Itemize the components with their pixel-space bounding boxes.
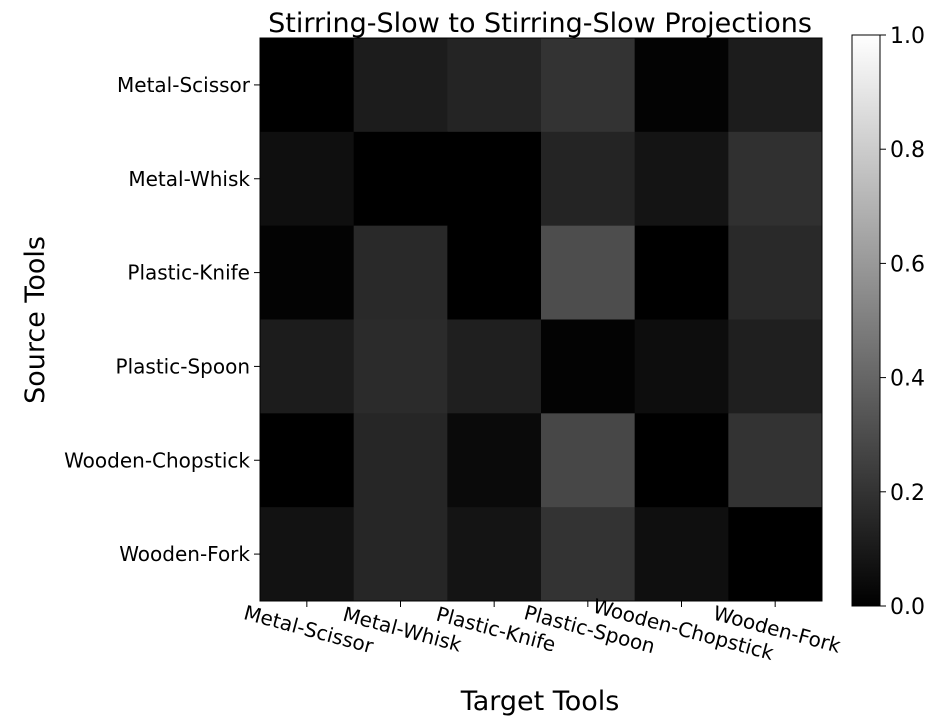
heatmap-cell xyxy=(260,225,355,320)
heatmap-cell xyxy=(541,131,636,227)
heatmap-cell xyxy=(728,319,823,414)
colorbar-tick-label: 0.0 xyxy=(890,595,925,620)
heatmap-cell xyxy=(728,413,823,508)
y-axis-label: Source Tools xyxy=(20,236,51,404)
colorbar-tick-label: 1.0 xyxy=(890,24,925,49)
y-tick-label: Wooden-Fork xyxy=(119,542,250,566)
heatmap-cell xyxy=(260,131,355,227)
heatmap-cell xyxy=(728,225,823,320)
heatmap-cell xyxy=(634,225,729,320)
heatmap-cell xyxy=(447,225,542,320)
heatmap-cell xyxy=(353,507,448,602)
heatmap-cell xyxy=(447,413,542,508)
colorbar-tick-label: 0.2 xyxy=(890,481,925,506)
heatmap-cell xyxy=(634,413,729,508)
heatmap-cell xyxy=(634,38,729,133)
heatmap-cell xyxy=(353,225,448,320)
x-axis-ticks: Metal-ScissorMetal-WhiskPlastic-KnifePla… xyxy=(241,594,843,665)
heatmap-cell xyxy=(447,507,542,602)
y-tick-label: Plastic-Spoon xyxy=(116,354,250,378)
heatmap-cell xyxy=(447,38,542,133)
heatmap-cells xyxy=(260,38,823,602)
colorbar xyxy=(851,34,881,607)
heatmap-cell xyxy=(353,131,448,227)
y-tick-label: Plastic-Knife xyxy=(127,261,250,285)
heatmap-cell xyxy=(260,38,355,133)
y-tick-label: Metal-Scissor xyxy=(117,73,251,97)
heatmap-cell xyxy=(260,413,355,508)
heatmap-cell xyxy=(447,319,542,414)
colorbar-tick-label: 0.6 xyxy=(890,252,925,277)
heatmap-cell xyxy=(541,413,636,508)
heatmap-cell xyxy=(353,413,448,508)
heatmap-cell xyxy=(541,319,636,414)
y-axis-ticks: Metal-Scissor Metal-Whisk Plastic-Knife Pla… xyxy=(64,73,260,566)
plot-frame xyxy=(259,37,823,602)
y-tick-label: Metal-Whisk xyxy=(128,167,250,191)
chart-title: Stirring-Slow to Stirring-Slow Projectio… xyxy=(268,8,812,39)
colorbar-tick-label: 0.4 xyxy=(890,367,925,392)
heatmap-cell xyxy=(728,507,823,602)
x-axis-label: Target Tools xyxy=(460,686,620,717)
colorbar-tick-label: 0.8 xyxy=(890,138,925,163)
heatmap-cell xyxy=(447,131,542,227)
colorbar-ticks: 0.0 0.2 0.4 0.6 0.8 1.0 xyxy=(880,24,925,620)
heatmap-cell xyxy=(541,38,636,133)
heatmap-cell xyxy=(260,319,355,414)
heatmap-cell xyxy=(353,319,448,414)
heatmap-cell xyxy=(541,225,636,320)
heatmap-cell xyxy=(728,38,823,133)
y-tick-label: Wooden-Chopstick xyxy=(64,448,250,472)
heatmap-cell xyxy=(541,507,636,602)
heatmap-cell xyxy=(634,507,729,602)
heatmap-cell xyxy=(728,131,823,227)
heatmap-cell xyxy=(634,319,729,414)
heatmap-cell xyxy=(353,38,448,133)
heatmap-cell xyxy=(260,507,355,602)
heatmap-cell xyxy=(634,131,729,227)
